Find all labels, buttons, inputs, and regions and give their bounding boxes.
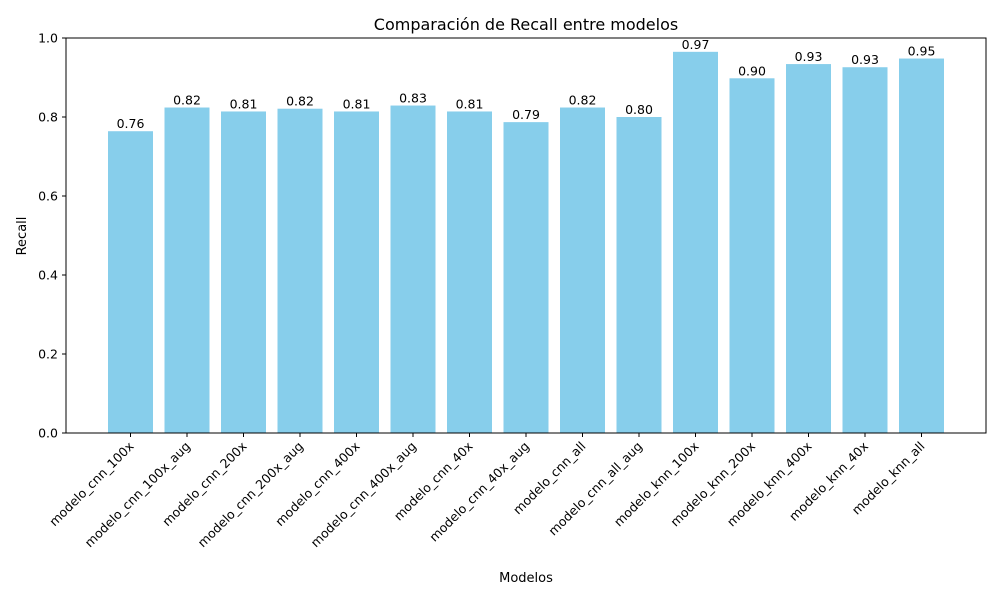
bar-value-label: 0.83 bbox=[399, 91, 427, 106]
bar bbox=[673, 51, 718, 433]
bar bbox=[221, 111, 266, 433]
x-tick-label: modelo_cnn_all_aug bbox=[545, 439, 645, 539]
bar bbox=[842, 67, 888, 433]
y-tick-label: 0.8 bbox=[38, 110, 58, 125]
x-tick-label: modelo_cnn_200x_aug bbox=[195, 439, 307, 551]
x-axis-title: Modelos bbox=[499, 571, 553, 586]
plot-frame bbox=[65, 37, 987, 434]
y-tick-label: 0.0 bbox=[38, 426, 58, 441]
bar bbox=[616, 117, 662, 433]
bar bbox=[899, 58, 944, 433]
bar-value-label: 0.76 bbox=[117, 116, 145, 131]
bar bbox=[277, 108, 323, 433]
bar-value-label: 0.82 bbox=[569, 93, 597, 108]
bar-value-label: 0.95 bbox=[908, 44, 936, 59]
bar bbox=[560, 107, 605, 434]
bar bbox=[503, 122, 549, 433]
y-tick-label: 0.2 bbox=[38, 347, 58, 362]
y-tick-label: 0.6 bbox=[38, 189, 58, 204]
x-axis: modelo_cnn_100xmodelo_cnn_100x_augmodelo… bbox=[46, 433, 928, 550]
bar bbox=[334, 111, 379, 433]
bar bbox=[390, 105, 436, 434]
bar bbox=[729, 78, 775, 433]
bar-value-label: 0.81 bbox=[230, 96, 258, 111]
y-tick-label: 1.0 bbox=[38, 31, 58, 46]
bar bbox=[108, 131, 153, 433]
chart-title: Comparación de Recall entre modelos bbox=[374, 15, 678, 34]
bar bbox=[447, 111, 492, 433]
y-tick-label: 0.4 bbox=[38, 268, 58, 283]
bar-value-label: 0.82 bbox=[173, 93, 201, 108]
bar-value-label: 0.80 bbox=[625, 102, 653, 117]
bar-value-label: 0.93 bbox=[851, 52, 879, 67]
bar-value-label: 0.81 bbox=[343, 96, 371, 111]
bar-value-label: 0.90 bbox=[738, 63, 766, 78]
x-tick-label: modelo_cnn_400x_aug bbox=[308, 439, 420, 551]
bar-value-label: 0.79 bbox=[512, 107, 540, 122]
bar bbox=[786, 64, 831, 433]
bar-value-label: 0.81 bbox=[456, 96, 484, 111]
bars-group: 0.76 0.82 0.81 0.82 0.81 0.83 0.81 0.79 0.82 0.80… bbox=[108, 37, 944, 434]
bar bbox=[164, 107, 210, 434]
bar-value-label: 0.97 bbox=[682, 37, 710, 52]
y-axis-title: Recall bbox=[15, 217, 30, 256]
bar-value-label: 0.93 bbox=[795, 49, 823, 64]
x-tick-label: modelo_cnn_100x_aug bbox=[82, 439, 194, 551]
bar-value-label: 0.82 bbox=[286, 94, 314, 109]
y-axis: 0.0 0.2 0.4 0.6 0.8 1.0 bbox=[38, 31, 66, 441]
x-tick-label: modelo_cnn_40x_aug bbox=[426, 439, 532, 545]
